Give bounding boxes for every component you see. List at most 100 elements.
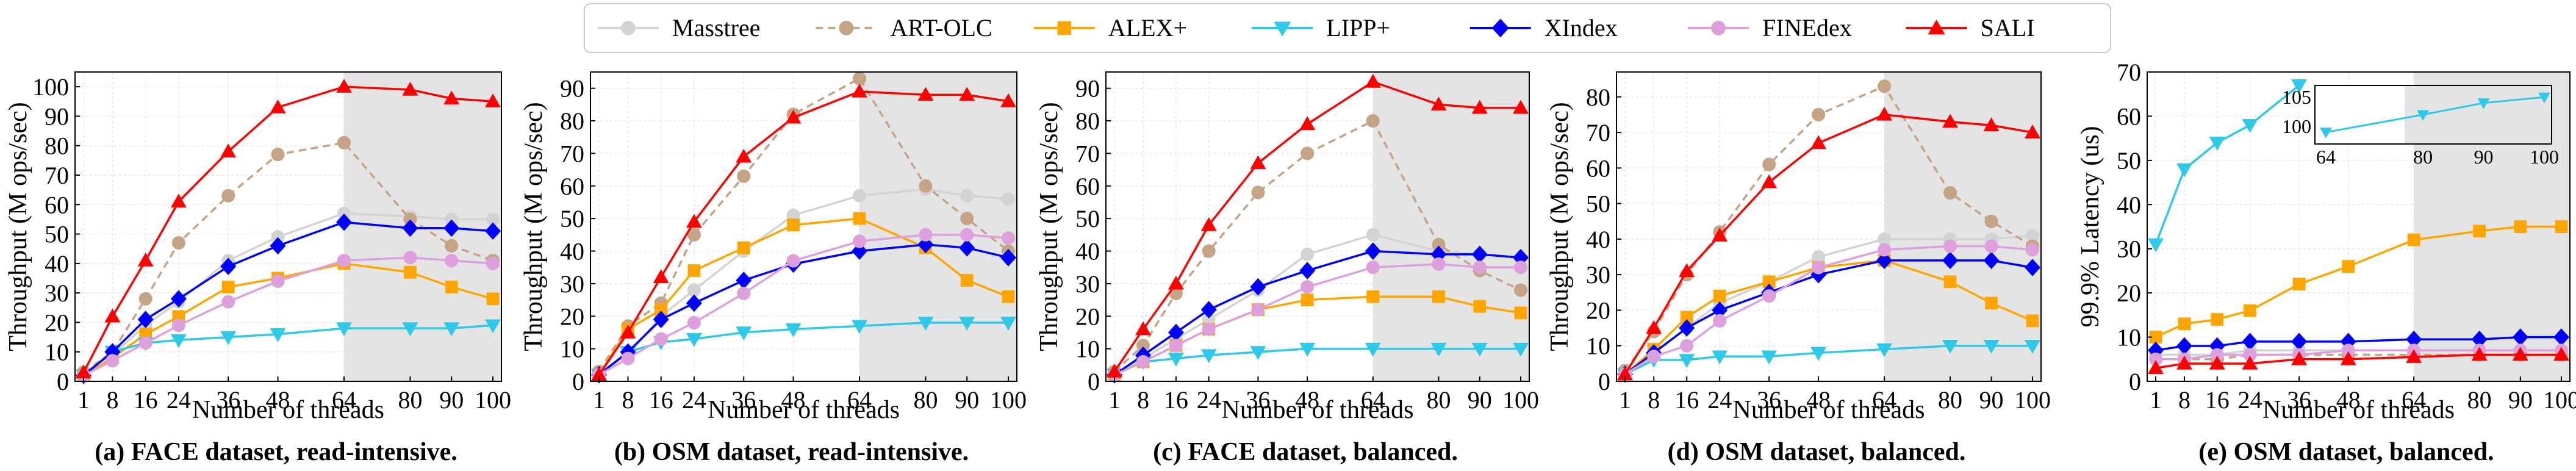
- data-point-lipp: [1168, 352, 1184, 367]
- data-point-sali: [2148, 360, 2164, 375]
- data-point-masstree: [1202, 312, 1216, 326]
- x-tick-label: 1: [2150, 386, 2162, 414]
- y-tick-label: 30: [45, 279, 69, 307]
- x-tick-label: 36: [216, 386, 240, 414]
- series-line-sali: [82, 85, 493, 373]
- data-point-sali: [620, 324, 636, 339]
- data-point-alex: [1713, 289, 1726, 303]
- data-point-art-olc: [138, 292, 152, 306]
- x-axis-label: Number of threads: [1222, 396, 1414, 424]
- data-point-alex: [853, 212, 866, 225]
- data-point-sali: [1712, 228, 1728, 242]
- data-point-sali: [1983, 117, 2000, 132]
- legend-label-xindex: XIndex: [1545, 14, 1618, 41]
- data-point-masstree: [960, 189, 974, 203]
- data-point-sali: [1810, 135, 1827, 149]
- data-point-lipp: [2148, 238, 2164, 253]
- data-point-xindex: [2025, 259, 2040, 276]
- data-point-lipp: [2291, 79, 2308, 93]
- y-tick-label: 70: [45, 162, 69, 189]
- data-point-sali: [1200, 217, 1217, 231]
- chart-caption: (a) FACE dataset, read-intensive.: [95, 438, 457, 466]
- x-tick-label: 80: [913, 386, 938, 414]
- data-point-alex: [1301, 293, 1314, 306]
- data-point-alex: [1432, 290, 1445, 303]
- y-tick-label: 20: [1586, 297, 1610, 324]
- data-point-finedex: [919, 228, 933, 242]
- data-point-sali: [443, 90, 460, 105]
- data-point-art-olc: [445, 239, 459, 253]
- legend-marker-masstree: [621, 21, 636, 35]
- data-point-finedex: [2148, 352, 2163, 366]
- data-point-xindex: [336, 213, 352, 231]
- x-tick-label: 64: [2402, 386, 2426, 414]
- data-point-sali: [653, 269, 669, 283]
- legend-marker-finedex: [1711, 21, 1726, 35]
- data-point-alex: [787, 218, 800, 232]
- data-point-alex: [2244, 304, 2256, 317]
- data-point-finedex: [486, 256, 500, 270]
- data-point-xindex: [1679, 319, 1695, 337]
- inset-data-point-lipp: [2538, 92, 2550, 104]
- data-point-xindex: [2512, 328, 2528, 346]
- data-point-finedex: [654, 332, 668, 346]
- data-point-sali: [220, 143, 237, 158]
- chart-panel-5: 0 10 20 30 40 50 60 70 1 8 16 24 36 48 64 80 90 100 Number…: [2076, 59, 2576, 466]
- data-point-lipp: [1365, 342, 1381, 357]
- series-line-lipp: [82, 324, 493, 376]
- data-point-lipp: [2176, 163, 2193, 178]
- data-point-xindex: [1168, 323, 1184, 342]
- data-point-sali: [959, 87, 975, 101]
- data-point-art-olc: [919, 179, 933, 193]
- data-point-sali: [917, 87, 934, 101]
- data-point-art-olc: [1251, 185, 1265, 200]
- x-tick-label: 1: [1108, 386, 1121, 414]
- data-point-art-olc: [1301, 146, 1315, 160]
- y-tick-label: 100: [32, 73, 69, 101]
- y-tick-label: 80: [560, 107, 584, 135]
- x-tick-label: 36: [2287, 386, 2311, 414]
- data-point-sali: [1000, 93, 1016, 107]
- y-tick-label: 50: [45, 221, 69, 248]
- data-point-finedex: [403, 251, 417, 265]
- y-axis-label: Throughput (M ops/sec): [1035, 102, 1063, 351]
- data-point-alex: [2407, 233, 2420, 246]
- data-point-xindex: [1942, 251, 1959, 270]
- series-line-finedex: [83, 256, 493, 376]
- y-tick-label: 20: [45, 309, 69, 336]
- data-point-alex: [2514, 220, 2527, 233]
- series-line-sali: [1113, 81, 1521, 372]
- x-axis-label: Number of threads: [708, 396, 900, 424]
- data-point-art-olc: [1943, 186, 1957, 200]
- x-tick-label: 100: [2543, 386, 2576, 414]
- data-point-lipp: [1471, 342, 1488, 357]
- shaded-region: [1372, 72, 1529, 381]
- data-point-finedex: [737, 286, 751, 300]
- data-point-alex: [1943, 275, 1957, 289]
- y-tick-label: 50: [560, 205, 584, 232]
- legend-marker-lipp: [1274, 21, 1291, 37]
- y-tick-label: 50: [1586, 190, 1610, 218]
- data-point-sali: [1942, 113, 1959, 128]
- data-point-sali: [1135, 321, 1152, 336]
- data-point-sali: [1430, 96, 1447, 111]
- data-point-sali: [2512, 347, 2528, 361]
- data-point-xindex: [170, 290, 187, 308]
- x-tick-label: 64: [1872, 386, 1896, 414]
- series-line-alex: [2155, 225, 2561, 339]
- x-tick-label: 48: [781, 386, 806, 414]
- data-point-masstree: [1878, 232, 1892, 246]
- series-line-lipp: [1624, 344, 2032, 375]
- inset-x-tick-label: 90: [2474, 146, 2494, 168]
- chart-caption: (d) OSM dataset, balanced.: [1668, 438, 1966, 466]
- y-tick-label: 70: [1075, 140, 1100, 167]
- data-point-xindex: [653, 311, 669, 328]
- data-point-art-olc: [1432, 237, 1446, 251]
- data-point-xindex: [1365, 242, 1381, 260]
- legend-label-lipp: LIPP+: [1326, 14, 1390, 41]
- x-tick-label: 80: [398, 386, 422, 414]
- data-point-alex: [2149, 331, 2162, 343]
- y-tick-label: 70: [560, 140, 584, 167]
- y-tick-label: 0: [57, 368, 69, 395]
- series-line-art-olc: [598, 77, 1010, 372]
